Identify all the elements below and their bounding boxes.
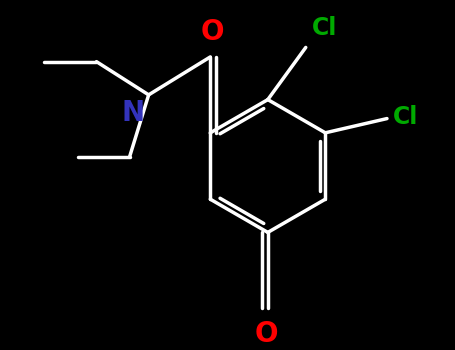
- Text: N: N: [122, 99, 145, 127]
- Text: O: O: [254, 320, 278, 348]
- Text: O: O: [201, 18, 224, 46]
- Text: Cl: Cl: [393, 105, 418, 129]
- Text: Cl: Cl: [312, 16, 337, 40]
